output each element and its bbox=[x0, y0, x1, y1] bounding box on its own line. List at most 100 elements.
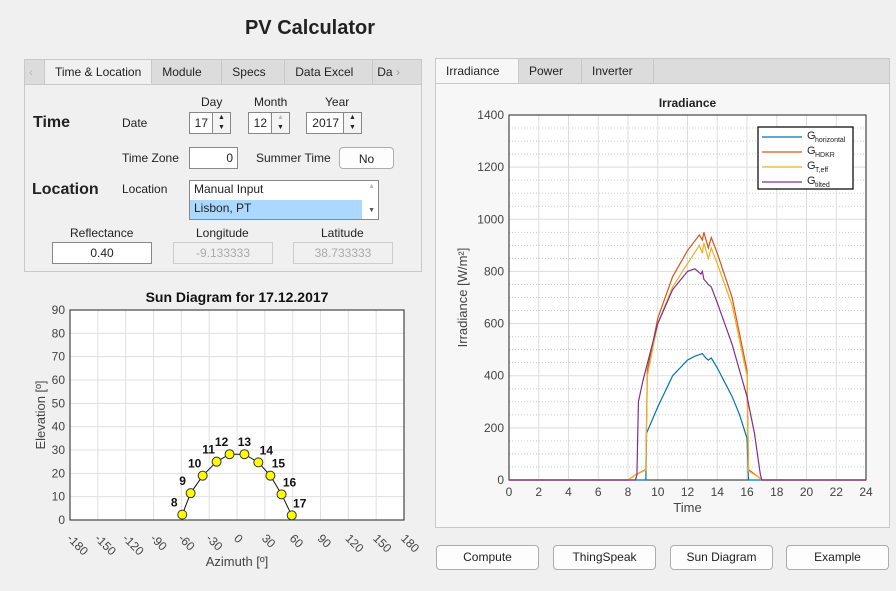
decrement-icon[interactable]: ▼ bbox=[349, 124, 356, 131]
tab-scroll-left-icon[interactable]: ‹ bbox=[25, 60, 45, 84]
tab-irradiance[interactable]: Irradiance bbox=[436, 59, 519, 83]
sun-point-marker bbox=[211, 456, 222, 467]
tab-data-excel[interactable]: Data Excel bbox=[285, 60, 374, 84]
x-tick-label: 30 bbox=[259, 531, 279, 551]
date-label: Date bbox=[122, 116, 148, 130]
y-tick-label: 600 bbox=[484, 317, 504, 331]
y-tick-label: 1000 bbox=[477, 212, 504, 226]
chart-title: Sun Diagram for 17.12.2017 bbox=[146, 289, 329, 305]
y-axis-label: Irradiance [W/m²] bbox=[455, 248, 470, 348]
y-tick-label: 70 bbox=[52, 350, 66, 364]
x-tick-label: 6 bbox=[595, 485, 602, 499]
thingspeak-button[interactable]: ThingSpeak bbox=[553, 545, 656, 570]
sun-point-marker bbox=[286, 510, 297, 521]
x-tick-label: -90 bbox=[148, 531, 170, 553]
reflectance-input[interactable]: 0.40 bbox=[52, 242, 152, 264]
y-tick-label: 60 bbox=[52, 373, 66, 387]
sun-point-marker bbox=[265, 470, 276, 481]
tab-inverter[interactable]: Inverter bbox=[582, 59, 654, 83]
x-tick-label: 12 bbox=[681, 485, 695, 499]
increment-icon[interactable]: ▲ bbox=[218, 114, 225, 121]
summer-time-button[interactable]: No bbox=[339, 147, 394, 169]
tab-scroll-right-icon[interactable]: › bbox=[395, 65, 400, 79]
x-tick-label: 150 bbox=[370, 531, 394, 555]
legend-label: G bbox=[807, 175, 816, 187]
y-tick-label: 0 bbox=[58, 513, 65, 527]
y-tick-label: 400 bbox=[484, 369, 504, 383]
axes-box bbox=[508, 114, 867, 481]
hour-label: 9 bbox=[179, 474, 186, 488]
x-tick-label: 14 bbox=[711, 485, 725, 499]
irradiance-chart: 0 2 4 6 8 10 12 14 16 18 20 22 240200400600800100012… bbox=[455, 96, 873, 515]
tab-data-truncated[interactable]: Da › bbox=[373, 60, 404, 84]
sun-path-line bbox=[181, 453, 293, 516]
sun-point-marker bbox=[224, 449, 235, 460]
hour-label: 17 bbox=[293, 496, 307, 510]
latitude-label: Latitude bbox=[321, 226, 364, 240]
month-spinner[interactable]: 12 ▲ ▼ bbox=[248, 112, 290, 134]
tab-power[interactable]: Power bbox=[519, 59, 582, 83]
scroll-up-icon[interactable]: ▲ bbox=[368, 183, 375, 190]
y-axis-label: Elevation [º] bbox=[33, 380, 48, 449]
hour-label: 10 bbox=[188, 457, 202, 471]
x-tick-label: 2 bbox=[535, 485, 542, 499]
hour-label: 13 bbox=[238, 435, 252, 449]
year-spinner[interactable]: 2017 ▲ ▼ bbox=[306, 112, 362, 134]
hour-label: 8 bbox=[171, 496, 178, 510]
x-tick-label: 0 bbox=[506, 485, 513, 499]
location-label: Location bbox=[122, 182, 168, 196]
increment-icon[interactable]: ▲ bbox=[277, 114, 284, 121]
x-tick-label: 22 bbox=[830, 485, 844, 499]
x-tick-label: 90 bbox=[315, 531, 335, 551]
sun-diagram-button[interactable]: Sun Diagram bbox=[670, 545, 773, 570]
list-item[interactable]: Manual Input bbox=[194, 182, 264, 196]
increment-icon[interactable]: ▲ bbox=[349, 114, 356, 121]
series-line-teff bbox=[509, 242, 866, 481]
y-tick-label: 200 bbox=[484, 421, 504, 435]
compute-button[interactable]: Compute bbox=[436, 545, 539, 570]
y-tick-label: 0 bbox=[497, 473, 504, 487]
hour-label: 14 bbox=[260, 443, 274, 457]
month-input[interactable]: 12 bbox=[248, 112, 272, 134]
legend-subscript: T,eff bbox=[815, 167, 828, 174]
x-axis-label: Azimuth [º] bbox=[206, 554, 269, 569]
x-tick-label: 18 bbox=[770, 485, 784, 499]
y-tick-label: 80 bbox=[52, 326, 66, 340]
decrement-icon[interactable]: ▼ bbox=[277, 124, 284, 131]
series-line-tilted bbox=[509, 268, 866, 481]
location-listbox[interactable]: Manual Input Lisbon, PT ▲ ▼ bbox=[189, 180, 379, 220]
x-tick-label: 8 bbox=[625, 485, 632, 499]
y-tick-label: 90 bbox=[52, 303, 66, 317]
decrement-icon[interactable]: ▼ bbox=[218, 124, 225, 131]
longitude-label: Longitude bbox=[196, 226, 249, 240]
tab-specs[interactable]: Specs bbox=[222, 60, 286, 84]
y-tick-label: 20 bbox=[52, 466, 66, 480]
timezone-input[interactable]: 0 bbox=[189, 147, 238, 169]
right-tabbar: Irradiance Power Inverter bbox=[436, 59, 889, 84]
legend-label: G bbox=[807, 145, 816, 157]
list-item-selected[interactable]: Lisbon, PT bbox=[190, 200, 362, 219]
app-title: PV Calculator bbox=[244, 17, 376, 39]
sun-point-marker bbox=[239, 449, 250, 460]
tab-module[interactable]: Module bbox=[152, 60, 223, 84]
sun-diagram-chart: -180 -150 -120 -90 -60 -30 0 30 60 90 120 150 180 0 10… bbox=[33, 289, 422, 569]
y-tick-label: 10 bbox=[52, 490, 66, 504]
sun-point-marker bbox=[197, 470, 208, 481]
example-button[interactable]: Example bbox=[786, 545, 889, 570]
legend-label: G bbox=[807, 160, 816, 172]
timezone-label: Time Zone bbox=[122, 151, 179, 165]
location-heading: Location bbox=[32, 181, 99, 198]
scroll-down-icon[interactable]: ▼ bbox=[368, 207, 375, 214]
day-spinner[interactable]: 17 ▲ ▼ bbox=[189, 112, 231, 134]
x-tick-label: -60 bbox=[175, 531, 197, 553]
tab-time-location[interactable]: Time & Location bbox=[45, 60, 153, 84]
sun-point-marker bbox=[185, 488, 196, 499]
day-input[interactable]: 17 bbox=[189, 112, 213, 134]
series-line-horizontal bbox=[509, 352, 866, 481]
hour-label: 11 bbox=[202, 443, 215, 457]
tab-da-label: Da bbox=[377, 65, 393, 79]
x-tick-label: 120 bbox=[342, 531, 366, 555]
x-tick-label: -180 bbox=[64, 531, 91, 558]
hour-label: 16 bbox=[283, 475, 297, 489]
year-input[interactable]: 2017 bbox=[306, 112, 344, 134]
